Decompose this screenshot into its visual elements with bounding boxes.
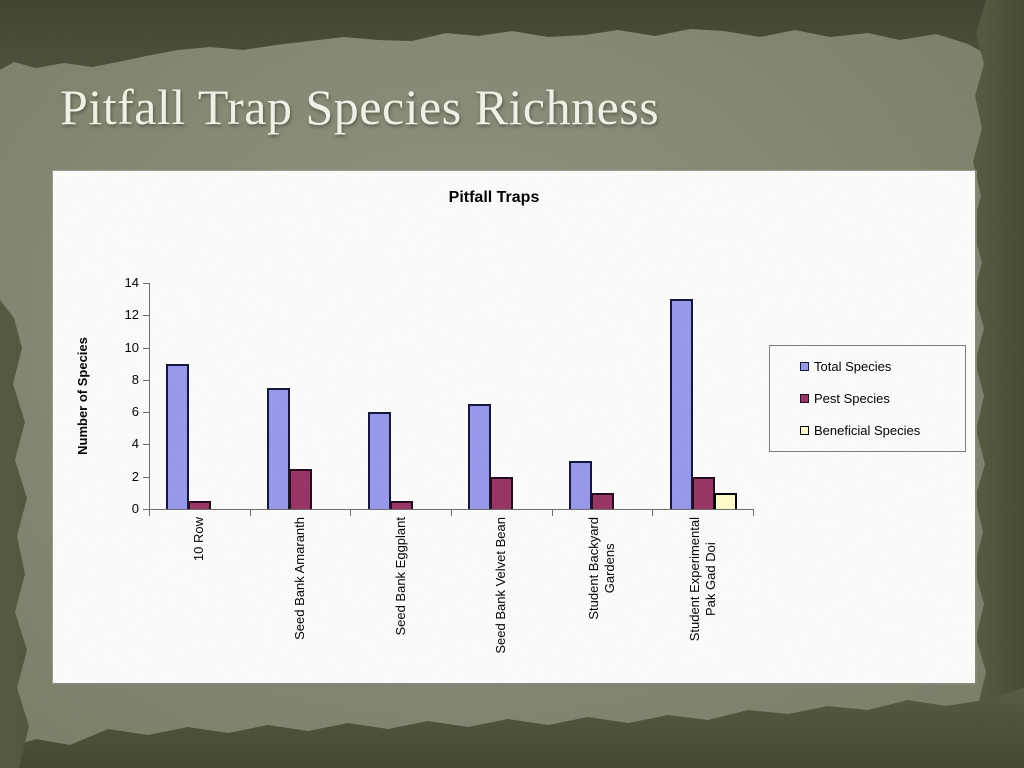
x-tick-mark — [451, 509, 452, 516]
bar-beneficial-species — [714, 493, 737, 509]
x-tick-mark — [552, 509, 553, 516]
bar-total-species — [166, 364, 189, 509]
x-tick-mark — [753, 509, 754, 516]
chart-title: Pitfall Traps — [448, 189, 540, 206]
y-tick-mark — [143, 444, 149, 445]
bar-pest-species — [692, 477, 715, 509]
legend-label: Beneficial Species — [814, 423, 921, 439]
x-axis-label-text: Seed Bank Amaranth — [292, 517, 307, 640]
x-axis-label: 10 Row — [191, 517, 207, 667]
legend-swatch-beneficial-species — [800, 426, 809, 436]
x-axis-label: Student Backyard Gardens — [586, 517, 618, 667]
torn-edge-left — [0, 300, 29, 768]
legend-label: Pest Species — [814, 390, 890, 406]
bar-pest-species — [591, 493, 614, 509]
legend-swatch-pest-species — [800, 393, 809, 403]
y-tick-mark — [143, 283, 149, 284]
y-tick-label: 2 — [131, 469, 139, 484]
legend-label: Total Species — [814, 358, 892, 374]
x-axis-label-text: 10 Row — [191, 517, 206, 562]
y-tick-label: 6 — [131, 404, 139, 419]
legend-item: Pest Species — [800, 391, 965, 406]
bar-total-species — [468, 404, 491, 509]
bar-pest-species — [490, 477, 513, 509]
y-tick-label: 0 — [131, 501, 139, 516]
y-tick-label: 10 — [124, 340, 139, 355]
bar-total-species — [267, 388, 290, 509]
legend-swatch-total-species — [800, 361, 809, 371]
torn-edge-bottom — [0, 688, 1024, 768]
legend: Total Species Pest Species Beneficial Spec… — [769, 345, 966, 452]
bar-pest-species — [289, 469, 312, 509]
legend-item: Total Species — [800, 359, 965, 374]
x-tick-mark — [250, 509, 251, 516]
x-tick-mark — [652, 509, 653, 516]
y-tick-mark — [143, 477, 149, 478]
bar-total-species — [569, 461, 592, 509]
x-axis-label-text: Seed Bank Velvet Bean — [493, 517, 508, 654]
y-tick-label: 4 — [131, 436, 139, 451]
x-axis-label: Seed Bank Amaranth — [292, 517, 308, 667]
y-tick-mark — [143, 348, 149, 349]
x-tick-mark — [149, 509, 150, 516]
bar-pest-species — [390, 501, 413, 509]
legend-item: Beneficial Species — [800, 423, 965, 438]
x-axis-label: Seed Bank Velvet Bean — [493, 517, 509, 667]
y-tick-mark — [143, 315, 149, 316]
y-tick-mark — [143, 380, 149, 381]
bar-total-species — [368, 412, 391, 509]
bar-total-species — [670, 299, 693, 509]
y-tick-mark — [143, 412, 149, 413]
x-tick-mark — [350, 509, 351, 516]
x-axis-label-text: Student Experimental Pak Gad Doi — [687, 517, 718, 642]
bar-pest-species — [188, 501, 211, 509]
x-axis-label: Student Experimental Pak Gad Doi — [687, 517, 719, 667]
y-tick-label: 12 — [124, 307, 139, 322]
y-axis-title: Number of Species — [75, 337, 90, 455]
slide-title: Pitfall Trap Species Richness — [60, 79, 660, 135]
x-axis-label-text: Seed Bank Eggplant — [393, 517, 408, 636]
y-tick-label: 8 — [131, 372, 139, 387]
x-axis-label-text: Student Backyard Gardens — [586, 517, 617, 620]
y-axis-line — [149, 283, 150, 510]
chart-panel: Pitfall Traps Number of Species 0 2 4 6 8 10 1… — [52, 170, 977, 685]
y-tick-label: 14 — [124, 275, 139, 290]
x-axis-label: Seed Bank Eggplant — [393, 517, 409, 667]
